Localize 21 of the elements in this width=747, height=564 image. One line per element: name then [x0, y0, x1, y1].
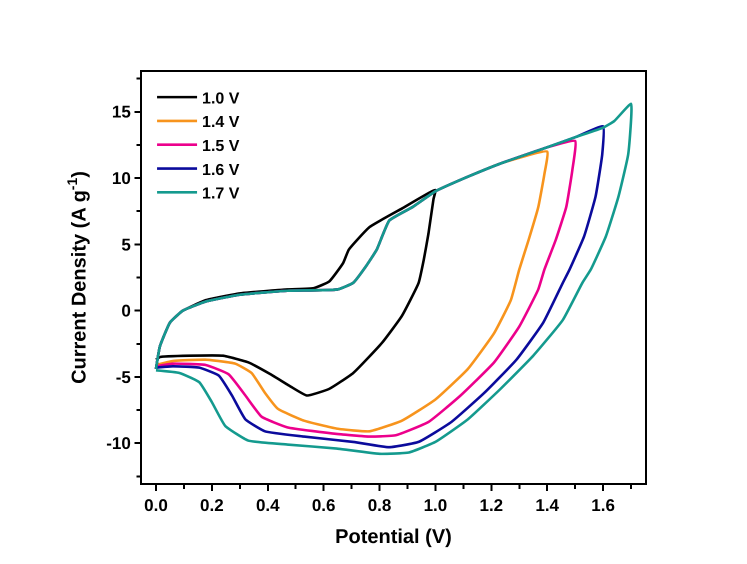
x-tick-label: 1.6 [591, 496, 615, 516]
x-tick-label: 0.2 [200, 496, 224, 516]
x-tick-label: 1.4 [535, 496, 560, 516]
y-tick-label: 10 [112, 169, 131, 188]
y-tick-label: -5 [116, 368, 131, 387]
legend-label: 1.7 V [202, 186, 240, 203]
legend-label: 1.0 V [202, 90, 240, 108]
x-tick-label: 0.6 [312, 496, 336, 516]
legend-label: 1.4 V [202, 114, 240, 132]
y-tick-label: 15 [112, 102, 131, 122]
x-axis-title: Potential (V) [335, 526, 452, 548]
x-tick-label: 0.4 [256, 496, 280, 516]
x-tick-label: 0.8 [368, 496, 392, 516]
x-tick-label: 1.2 [479, 496, 504, 516]
legend-label: 1.6 V [202, 162, 240, 179]
x-tick-label: 1.0 [424, 496, 448, 516]
legend-label: 1.5 V [202, 138, 240, 155]
y-tick-label: -10 [106, 434, 131, 454]
y-tick-label: 0 [121, 302, 131, 321]
y-tick-label: 5 [121, 235, 131, 254]
x-tick-label: 0.0 [144, 496, 168, 516]
